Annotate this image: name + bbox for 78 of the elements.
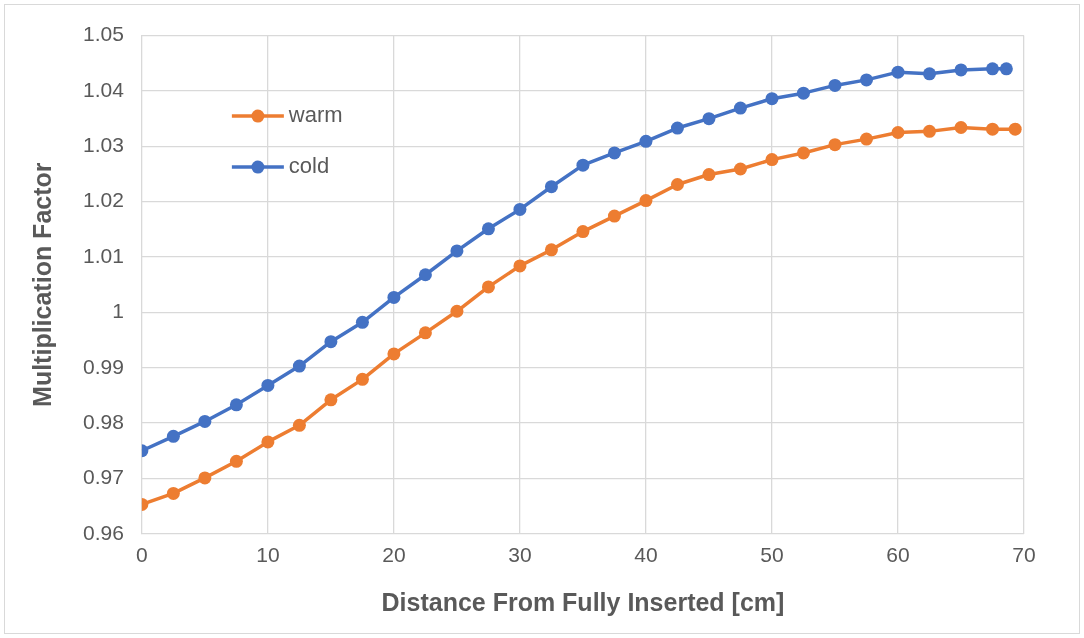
point: [828, 78, 842, 92]
point: [261, 378, 275, 392]
y-tick-label: 1.05: [83, 22, 124, 46]
y-tick-label: 1: [112, 299, 124, 323]
point: [544, 243, 558, 257]
point: [828, 138, 842, 152]
point: [859, 132, 873, 146]
point: [954, 120, 968, 134]
point: [733, 101, 747, 115]
point: [166, 486, 180, 500]
point: [229, 398, 243, 412]
point: [166, 429, 180, 443]
point: [418, 326, 432, 340]
point: [702, 168, 716, 182]
point: [481, 222, 495, 236]
point: [324, 393, 338, 407]
point: [607, 146, 621, 160]
point: [891, 125, 905, 139]
x-tick-label: 50: [760, 543, 784, 567]
point: [670, 178, 684, 192]
point: [387, 290, 401, 304]
point: [198, 414, 212, 428]
point: [796, 86, 810, 100]
y-tick-label: 0.99: [83, 354, 124, 378]
legend-label: cold: [288, 153, 330, 179]
point: [450, 304, 464, 318]
x-tick-label: 60: [886, 543, 910, 567]
point: [418, 268, 432, 282]
y-tick-label: 0.98: [83, 409, 124, 433]
y-tick-label: 1.04: [83, 77, 125, 101]
point: [702, 112, 716, 126]
x-tick-label: 10: [256, 543, 280, 567]
point: [796, 146, 810, 160]
y-tick-label: 1.03: [83, 133, 124, 157]
point: [670, 121, 684, 135]
point: [859, 73, 873, 87]
point: [387, 347, 401, 361]
point: [1008, 122, 1022, 136]
point: [765, 153, 779, 167]
point: [639, 134, 653, 148]
point: [639, 194, 653, 208]
point: [765, 92, 779, 106]
point: [198, 471, 212, 485]
point: [513, 202, 527, 216]
x-tick-label: 0: [136, 543, 148, 567]
point: [999, 62, 1013, 76]
y-axis-title: Multiplication Factor: [27, 162, 56, 407]
point: [481, 280, 495, 294]
point: [450, 244, 464, 258]
point: [986, 122, 999, 136]
y-tick-label: 1.02: [83, 188, 124, 212]
point: [733, 162, 747, 176]
point: [576, 158, 590, 172]
point: [544, 180, 558, 194]
y-tick-label: 0.97: [83, 465, 124, 489]
x-tick-label: 70: [1012, 543, 1036, 567]
point: [576, 225, 590, 239]
point: [607, 209, 621, 223]
point: [954, 63, 968, 77]
x-tick-label: 30: [508, 543, 532, 567]
point: [292, 359, 306, 373]
point: [355, 372, 369, 386]
point: [922, 67, 936, 81]
y-tick-label: 1.01: [83, 243, 124, 267]
x-axis-title: Distance From Fully Inserted [cm]: [381, 587, 785, 616]
point: [513, 259, 527, 273]
point: [891, 65, 905, 79]
legend-label: warm: [287, 102, 343, 128]
point: [355, 315, 369, 329]
x-tick-label: 20: [382, 543, 406, 567]
point: [292, 418, 306, 432]
point: [324, 335, 338, 349]
point: [229, 454, 243, 468]
point: [922, 124, 936, 138]
point: [986, 62, 999, 76]
y-tick-label: 0.96: [83, 520, 124, 544]
point: [261, 435, 275, 449]
x-tick-label: 40: [634, 543, 658, 567]
